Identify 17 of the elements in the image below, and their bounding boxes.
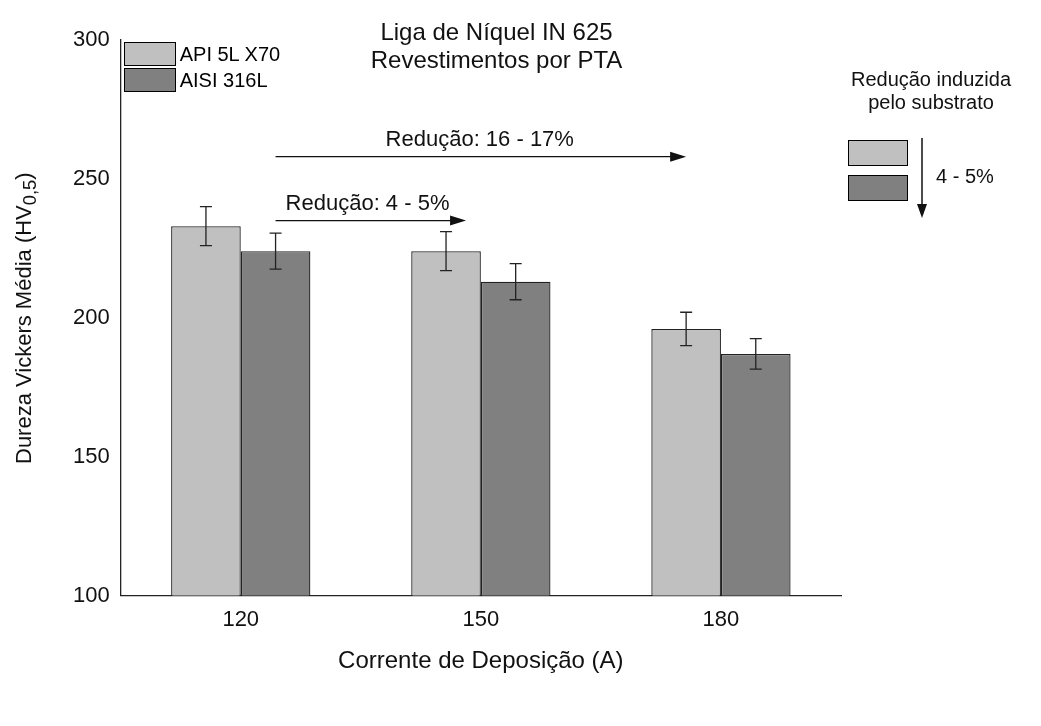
text: 4 - 5% (936, 165, 994, 188)
x-axis-title: Corrente de Deposição (A) (338, 645, 624, 674)
annotation: Redução: 16 - 17% (385, 125, 574, 151)
legend-label: API 5L X70 (179, 42, 281, 66)
text: Redução induzida pelo substrato (849, 68, 1013, 114)
y-tick-label: 250 (72, 164, 110, 190)
x-tick-label: 150 (462, 605, 500, 631)
legend-label: AISI 316L (179, 68, 268, 92)
y-tick-label: 150 (72, 442, 110, 468)
y-tick-label: 200 (72, 303, 110, 329)
chart-title: Liga de Níquel IN 625 (380, 18, 613, 45)
x-tick-label: 180 (702, 605, 740, 631)
y-tick-label: 300 (72, 26, 110, 52)
x-tick-label: 120 (222, 605, 260, 631)
chart-subtitle: Revestimentos por PTA (370, 46, 623, 73)
annotation: Redução: 4 - 5% (285, 189, 450, 215)
y-tick-label: 100 (72, 581, 110, 607)
